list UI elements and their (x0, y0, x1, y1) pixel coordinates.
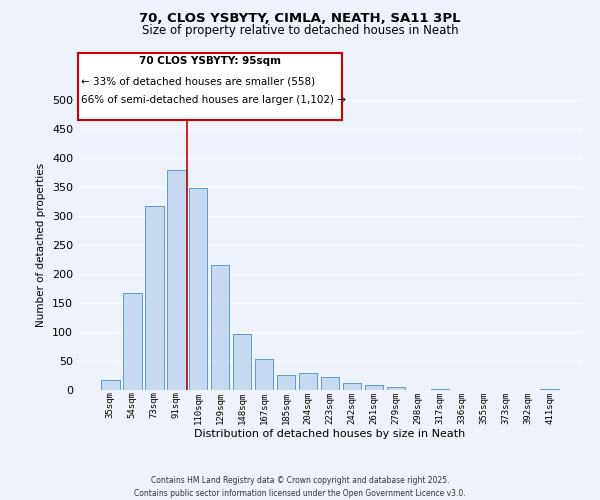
Bar (145, 206, 164, 390)
Bar (343, 383, 361, 390)
Bar (299, 372, 317, 390)
Bar (277, 375, 295, 390)
Bar (123, 292, 142, 390)
Bar (211, 264, 229, 390)
Bar (386, 387, 405, 390)
Text: 70, CLOS YSBYTY, CIMLA, NEATH, SA11 3PL: 70, CLOS YSBYTY, CIMLA, NEATH, SA11 3PL (139, 12, 461, 26)
Text: 66% of semi-detached houses are larger (1,102) →: 66% of semi-detached houses are larger (… (81, 95, 346, 105)
Bar (167, 170, 185, 390)
Bar (189, 188, 208, 390)
Bar (101, 380, 119, 390)
X-axis label: Distribution of detached houses by size in Neath: Distribution of detached houses by size … (194, 429, 466, 439)
Bar (541, 389, 559, 390)
Bar (320, 377, 340, 390)
Text: Contains HM Land Registry data © Crown copyright and database right 2025.
Contai: Contains HM Land Registry data © Crown c… (134, 476, 466, 498)
Y-axis label: Number of detached properties: Number of detached properties (37, 163, 46, 327)
Text: Size of property relative to detached houses in Neath: Size of property relative to detached ho… (142, 24, 458, 37)
Text: ← 33% of detached houses are smaller (558): ← 33% of detached houses are smaller (55… (81, 76, 315, 86)
Text: 70 CLOS YSBYTY: 95sqm: 70 CLOS YSBYTY: 95sqm (139, 56, 281, 66)
Bar (255, 358, 274, 390)
Bar (233, 334, 251, 390)
Bar (365, 386, 383, 390)
